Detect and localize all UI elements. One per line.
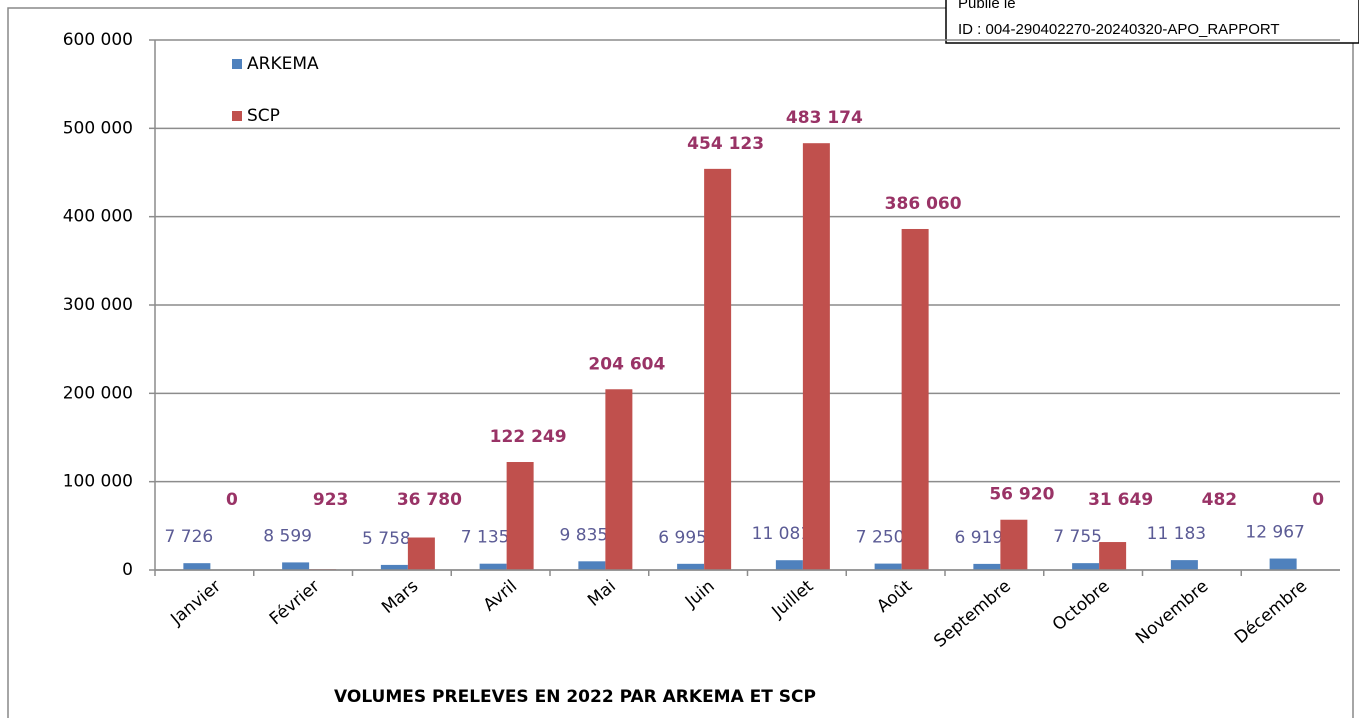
bar [183, 563, 211, 570]
y-tick-label: 0 [122, 560, 133, 580]
bar [605, 389, 633, 570]
stamp-line: ID : 004-290402270-20240320-APO_RAPPORT [958, 21, 1280, 38]
chart-title: VOLUMES PRELEVES EN 2022 PAR ARKEMA ET S… [334, 687, 816, 707]
data-label: 5 758 [362, 529, 411, 549]
bar [1099, 542, 1127, 570]
data-label: 7 755 [1053, 527, 1102, 547]
data-label: 36 780 [397, 490, 462, 510]
x-tick-label: Août [873, 576, 916, 617]
x-tick-label: Décembre [1231, 576, 1311, 648]
data-label: 0 [226, 490, 238, 510]
bar [901, 228, 929, 570]
data-label: 12 967 [1245, 523, 1304, 543]
x-tick-label: Novembre [1132, 576, 1212, 648]
x-tick-label: Janvier [166, 576, 224, 630]
data-label: 8 599 [263, 526, 312, 546]
bar [479, 563, 507, 570]
data-label: 11 183 [1147, 524, 1206, 544]
legend-swatch [232, 59, 242, 69]
bar [874, 563, 902, 570]
data-label: 7 726 [165, 527, 214, 547]
y-tick-label: 600 000 [63, 30, 133, 50]
x-tick-label: Mai [584, 576, 620, 610]
bar [1072, 563, 1100, 570]
data-label: 11 081 [752, 524, 811, 544]
data-label: 9 835 [560, 525, 609, 545]
x-tick-label: Octobre [1049, 576, 1114, 635]
bar [704, 168, 732, 570]
x-tick-label: Février [266, 576, 324, 629]
data-label: 7 135 [461, 528, 510, 548]
bar [1170, 560, 1198, 570]
y-tick-label: 100 000 [63, 472, 133, 492]
y-tick-label: 400 000 [63, 207, 133, 227]
stamp-line: Publié le [958, 0, 1016, 12]
bar [973, 563, 1001, 570]
data-label: 204 604 [588, 354, 665, 374]
bar [802, 143, 830, 571]
data-label: 482 [1202, 490, 1238, 510]
data-label: 122 249 [490, 427, 567, 447]
y-tick-label: 500 000 [63, 118, 133, 138]
y-tick-label: 300 000 [63, 295, 133, 315]
bar [407, 537, 435, 570]
y-tick-label: 200 000 [63, 383, 133, 403]
stamp-box [945, 0, 1359, 44]
bar [578, 561, 606, 570]
x-tick-label: Septembre [930, 576, 1015, 651]
data-label: 7 250 [856, 528, 905, 548]
data-label: 6 919 [955, 528, 1004, 548]
x-tick-label: Avril [480, 576, 521, 615]
data-label: 6 995 [658, 528, 707, 548]
legend-label: SCP [247, 106, 280, 126]
data-label: 923 [313, 490, 349, 510]
bar [775, 560, 803, 570]
data-label: 483 174 [786, 108, 863, 128]
bar [506, 462, 534, 570]
x-tick-label: Juillet [768, 576, 818, 622]
bar [282, 562, 310, 570]
legend-swatch [232, 111, 242, 121]
legend-label: ARKEMA [247, 54, 319, 74]
data-label: 0 [1312, 490, 1324, 510]
x-tick-label: Juin [681, 576, 719, 612]
data-label: 56 920 [989, 485, 1054, 505]
bar [677, 563, 705, 570]
data-label: 386 060 [885, 194, 962, 214]
data-label: 31 649 [1088, 490, 1153, 510]
chart-frame [7, 7, 1354, 718]
data-label: 454 123 [687, 134, 764, 154]
bar [380, 564, 408, 570]
x-tick-label: Mars [378, 576, 422, 618]
bar [1269, 558, 1297, 570]
bar [1000, 519, 1028, 570]
